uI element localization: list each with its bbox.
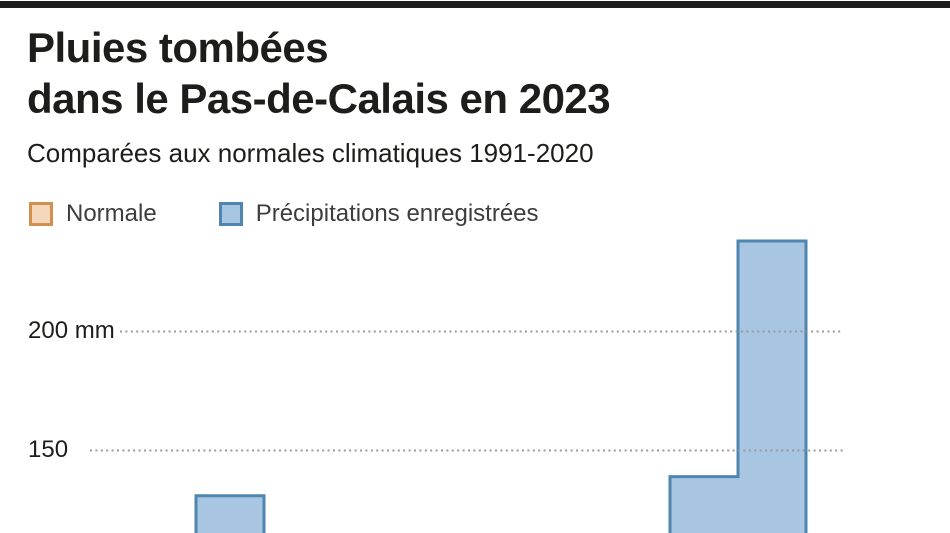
grid-layer <box>90 330 843 452</box>
top-accent-bar <box>0 1 950 8</box>
legend-item-normale: Normale <box>29 200 157 228</box>
chart-title-line1: Pluies tombées <box>27 24 329 71</box>
chart-title-line2: dans le Pas-de-Calais en 2023 <box>27 75 611 122</box>
normale-swatch-icon <box>29 202 53 226</box>
legend-label-normale: Normale <box>66 200 157 227</box>
legend-label-precipitations: Précipitations enregistrées <box>255 200 539 227</box>
chart-title: Pluies tombées dans le Pas-de-Calais en … <box>27 22 611 124</box>
legend-item-precipitations: Précipitations enregistrées <box>218 200 539 228</box>
chart-subtitle: Comparées aux normales climatiques 1991-… <box>27 138 594 168</box>
precipitations-swatch-icon <box>218 202 243 226</box>
y-axis-tick-150: 150 <box>28 436 68 463</box>
y-axis-tick-200: 200 mm <box>28 317 115 344</box>
bars-layer <box>194 239 808 533</box>
chart-legend: Normale Précipitations enregistrées <box>29 200 539 228</box>
bar-pr-cipitations-enregistr-es <box>194 494 266 533</box>
bar-pr-cipitations-enregistr-es <box>668 239 808 533</box>
